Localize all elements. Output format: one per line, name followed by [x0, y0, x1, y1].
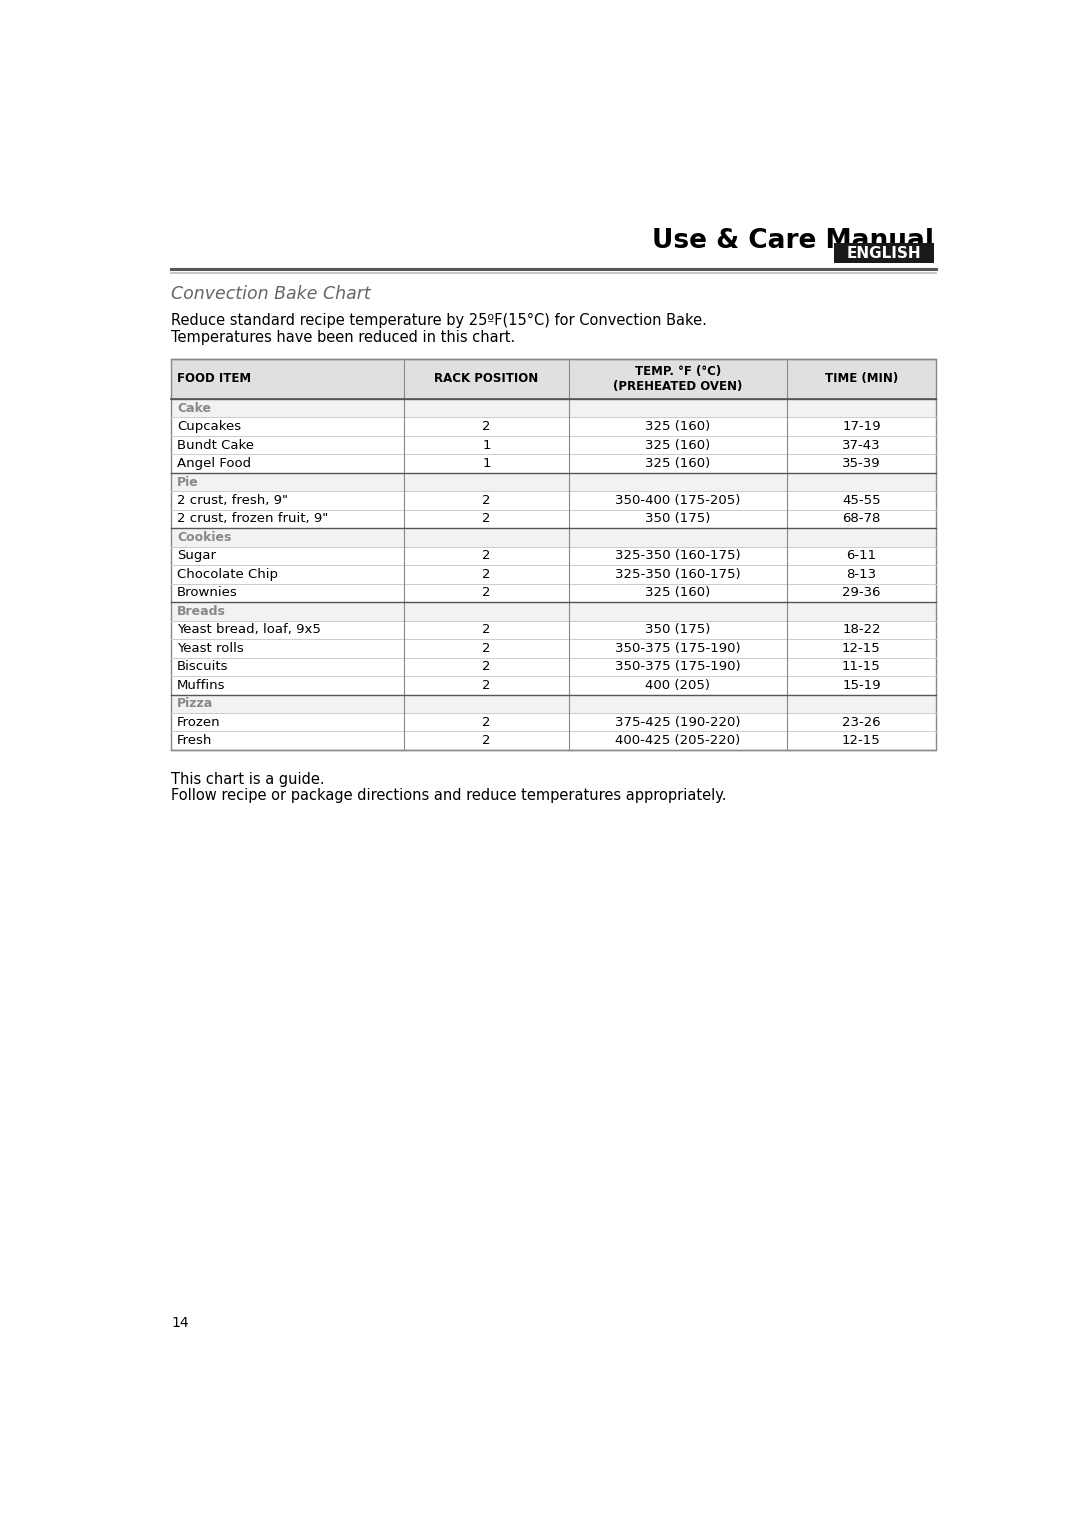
Text: 2: 2: [483, 586, 490, 600]
Text: 325 (160): 325 (160): [645, 438, 711, 452]
FancyBboxPatch shape: [171, 695, 936, 713]
FancyBboxPatch shape: [171, 435, 936, 454]
Text: Biscuits: Biscuits: [177, 660, 229, 673]
FancyBboxPatch shape: [171, 399, 936, 417]
FancyBboxPatch shape: [171, 565, 936, 583]
FancyBboxPatch shape: [171, 731, 936, 750]
Text: 15-19: 15-19: [842, 680, 880, 692]
Text: 23-26: 23-26: [842, 716, 880, 728]
Text: Brownies: Brownies: [177, 586, 238, 600]
FancyBboxPatch shape: [171, 620, 936, 640]
Text: RACK POSITION: RACK POSITION: [434, 373, 539, 385]
FancyBboxPatch shape: [171, 676, 936, 695]
Text: Cookies: Cookies: [177, 531, 231, 544]
Text: 2: 2: [483, 680, 490, 692]
Text: 17-19: 17-19: [842, 420, 880, 434]
Text: 6-11: 6-11: [847, 550, 877, 562]
Text: Breads: Breads: [177, 605, 226, 618]
Text: 2: 2: [483, 420, 490, 434]
Text: 2: 2: [483, 513, 490, 525]
Text: 37-43: 37-43: [842, 438, 880, 452]
Text: Bundt Cake: Bundt Cake: [177, 438, 254, 452]
Text: Chocolate Chip: Chocolate Chip: [177, 568, 279, 580]
FancyBboxPatch shape: [171, 359, 936, 399]
Text: 14: 14: [171, 1316, 189, 1330]
Text: 400 (205): 400 (205): [646, 680, 711, 692]
Text: FOOD ITEM: FOOD ITEM: [177, 373, 252, 385]
Text: 350-375 (175-190): 350-375 (175-190): [615, 660, 741, 673]
Text: Frozen: Frozen: [177, 716, 220, 728]
Text: 1: 1: [483, 438, 490, 452]
Text: Sugar: Sugar: [177, 550, 216, 562]
Text: 325-350 (160-175): 325-350 (160-175): [615, 568, 741, 580]
FancyBboxPatch shape: [171, 713, 936, 731]
Text: Muffins: Muffins: [177, 680, 226, 692]
Text: 2: 2: [483, 568, 490, 580]
FancyBboxPatch shape: [171, 658, 936, 676]
Text: Fresh: Fresh: [177, 734, 213, 747]
Text: Convection Bake Chart: Convection Bake Chart: [171, 286, 370, 302]
Text: 11-15: 11-15: [842, 660, 881, 673]
Text: 325-350 (160-175): 325-350 (160-175): [615, 550, 741, 562]
FancyBboxPatch shape: [834, 243, 934, 263]
Text: Angel Food: Angel Food: [177, 457, 252, 470]
Text: 325 (160): 325 (160): [645, 420, 711, 434]
Text: Follow recipe or package directions and reduce temperatures appropriately.: Follow recipe or package directions and …: [171, 788, 727, 803]
Text: 12-15: 12-15: [842, 641, 881, 655]
Text: 325 (160): 325 (160): [645, 586, 711, 600]
Text: 8-13: 8-13: [847, 568, 877, 580]
Text: 2: 2: [483, 734, 490, 747]
Text: 68-78: 68-78: [842, 513, 880, 525]
Text: Pie: Pie: [177, 475, 199, 489]
Text: Cake: Cake: [177, 402, 212, 414]
FancyBboxPatch shape: [171, 454, 936, 473]
Text: 2 crust, fresh, 9": 2 crust, fresh, 9": [177, 493, 288, 507]
FancyBboxPatch shape: [171, 602, 936, 620]
Text: 18-22: 18-22: [842, 623, 880, 637]
Text: 2 crust, frozen fruit, 9": 2 crust, frozen fruit, 9": [177, 513, 328, 525]
Text: TEMP. °F (°C)
(PREHEATED OVEN): TEMP. °F (°C) (PREHEATED OVEN): [613, 365, 743, 392]
FancyBboxPatch shape: [171, 492, 936, 510]
Text: 29-36: 29-36: [842, 586, 880, 600]
Text: Yeast rolls: Yeast rolls: [177, 641, 244, 655]
Text: 2: 2: [483, 660, 490, 673]
Text: Temperatures have been reduced in this chart.: Temperatures have been reduced in this c…: [171, 330, 515, 345]
Text: 2: 2: [483, 493, 490, 507]
Text: 2: 2: [483, 623, 490, 637]
Text: 400-425 (205-220): 400-425 (205-220): [616, 734, 741, 747]
FancyBboxPatch shape: [171, 583, 936, 602]
Text: 350-375 (175-190): 350-375 (175-190): [615, 641, 741, 655]
Text: 12-15: 12-15: [842, 734, 881, 747]
Text: Yeast bread, loaf, 9x5: Yeast bread, loaf, 9x5: [177, 623, 321, 637]
FancyBboxPatch shape: [171, 510, 936, 528]
Text: 35-39: 35-39: [842, 457, 880, 470]
Text: Cupcakes: Cupcakes: [177, 420, 241, 434]
Text: TIME (MIN): TIME (MIN): [825, 373, 899, 385]
Text: 350-400 (175-205): 350-400 (175-205): [616, 493, 741, 507]
Text: Use & Care Manual: Use & Care Manual: [652, 228, 934, 253]
Text: 325 (160): 325 (160): [645, 457, 711, 470]
Text: 350 (175): 350 (175): [645, 623, 711, 637]
Text: ENGLISH: ENGLISH: [847, 246, 921, 261]
Text: 375-425 (190-220): 375-425 (190-220): [616, 716, 741, 728]
FancyBboxPatch shape: [171, 528, 936, 547]
Text: 350 (175): 350 (175): [645, 513, 711, 525]
FancyBboxPatch shape: [171, 640, 936, 658]
Text: 2: 2: [483, 716, 490, 728]
FancyBboxPatch shape: [171, 417, 936, 435]
Text: 2: 2: [483, 550, 490, 562]
FancyBboxPatch shape: [171, 547, 936, 565]
Text: Reduce standard recipe temperature by 25ºF(15°C) for Convection Bake.: Reduce standard recipe temperature by 25…: [171, 313, 707, 328]
Text: 1: 1: [483, 457, 490, 470]
Text: Pizza: Pizza: [177, 698, 214, 710]
Text: 45-55: 45-55: [842, 493, 880, 507]
Text: This chart is a guide.: This chart is a guide.: [171, 771, 325, 786]
FancyBboxPatch shape: [171, 473, 936, 492]
Text: 2: 2: [483, 641, 490, 655]
